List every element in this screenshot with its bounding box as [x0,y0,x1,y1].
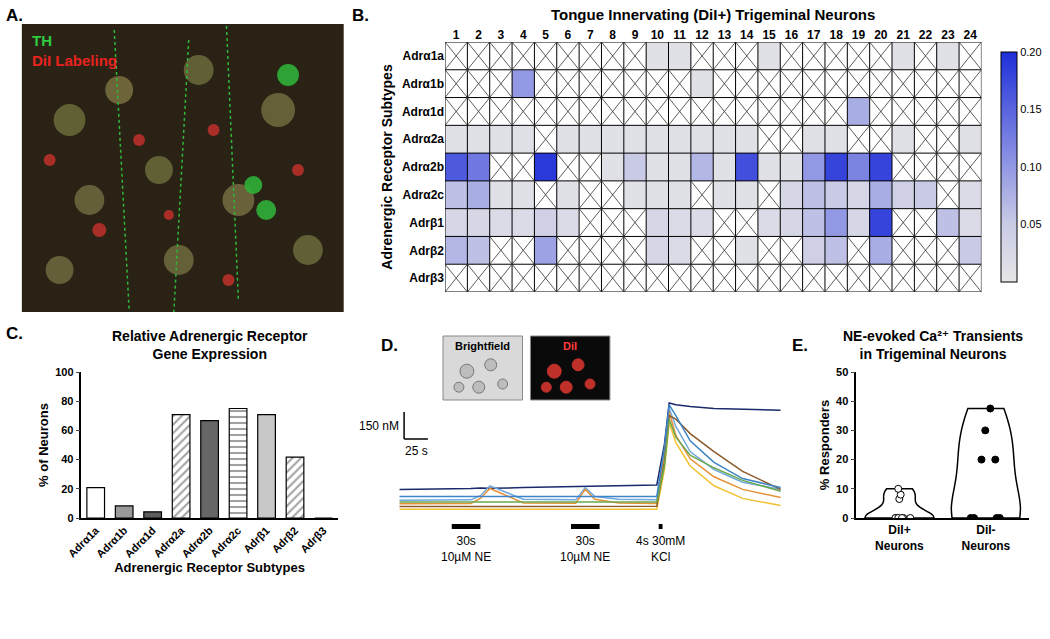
svg-text:Adrα1b: Adrα1b [402,77,444,91]
svg-text:Adrα2a: Adrα2a [403,132,445,146]
svg-text:24: 24 [964,28,978,42]
svg-text:Adrα2b: Adrα2b [402,160,444,174]
svg-text:20: 20 [61,483,73,495]
svg-text:Adrenergic Receptor Subtypes: Adrenergic Receptor Subtypes [114,560,305,575]
svg-text:Adrα1a: Adrα1a [66,524,102,560]
svg-text:% of Neurons: % of Neurons [36,403,51,487]
svg-text:17: 17 [807,28,821,42]
svg-text:Adrα1d: Adrα1d [402,105,444,119]
svg-text:B.: B. [352,6,369,25]
svg-text:C.: C. [6,324,23,343]
svg-text:Adrenergic Receptor Subtypes: Adrenergic Receptor Subtypes [379,64,395,270]
svg-text:15: 15 [762,28,776,42]
svg-text:Adrβ1: Adrβ1 [409,216,444,230]
svg-text:0.10: 0.10 [1020,161,1041,173]
svg-text:Adrβ2: Adrβ2 [409,244,444,258]
svg-text:3: 3 [498,28,505,42]
svg-text:14: 14 [740,28,754,42]
svg-text:Adrα2b: Adrα2b [179,524,215,560]
svg-text:Adrα2a: Adrα2a [151,524,187,560]
svg-text:13: 13 [718,28,732,42]
svg-text:Brightfield: Brightfield [455,340,510,352]
svg-text:DiI: DiI [563,340,577,352]
svg-text:Adrβ1: Adrβ1 [241,524,272,555]
svg-text:50: 50 [836,366,848,378]
svg-text:A.: A. [6,6,23,25]
svg-text:60: 60 [61,424,73,436]
svg-text:Adrα2c: Adrα2c [403,188,445,202]
svg-text:NE-evoked Ca²⁺ Transientsin Tr: NE-evoked Ca²⁺ Transientsin Trigeminal N… [843,328,1023,362]
svg-text:Adrα1b: Adrα1b [94,524,130,560]
svg-text:8: 8 [609,28,616,42]
svg-text:6: 6 [565,28,572,42]
svg-text:0.15: 0.15 [1020,103,1041,115]
svg-text:21: 21 [897,28,911,42]
svg-text:11: 11 [673,28,686,42]
svg-text:19: 19 [852,28,866,42]
svg-text:Adrβ3: Adrβ3 [409,271,444,285]
svg-text:2: 2 [475,28,482,42]
svg-text:Adrα1d: Adrα1d [122,524,158,560]
svg-text:Adrβ3: Adrβ3 [298,524,329,555]
svg-text:30: 30 [836,424,848,436]
svg-text:7: 7 [587,28,594,42]
svg-text:12: 12 [695,28,709,42]
svg-text:Adrα1a: Adrα1a [403,49,445,63]
svg-text:16: 16 [785,28,799,42]
svg-text:DiI+Neurons: DiI+Neurons [875,523,924,553]
svg-text:30s10µM NE: 30s10µM NE [441,534,491,564]
svg-text:E.: E. [792,336,808,355]
svg-text:20: 20 [836,453,848,465]
svg-text:4: 4 [520,28,527,42]
svg-text:0: 0 [842,512,848,524]
svg-text:10: 10 [836,483,848,495]
svg-text:80: 80 [61,395,73,407]
svg-text:Adrβ2: Adrβ2 [269,524,300,555]
svg-text:Adrα2c: Adrα2c [208,524,243,559]
svg-text:22: 22 [919,28,933,42]
svg-text:% Responders: % Responders [817,400,832,490]
svg-text:0: 0 [67,512,73,524]
svg-text:0.05: 0.05 [1020,218,1041,230]
svg-text:1: 1 [453,28,460,42]
svg-text:20: 20 [874,28,888,42]
svg-text:40: 40 [836,395,848,407]
svg-text:D.: D. [381,336,398,355]
svg-text:Tongue Innervating (DiI+) Trig: Tongue Innervating (DiI+) Trigeminal Neu… [551,6,875,23]
svg-text:23: 23 [941,28,955,42]
svg-text:DiI-Neurons: DiI-Neurons [962,523,1011,553]
svg-text:25 s: 25 s [405,444,428,458]
svg-text:4s 30mMKCl: 4s 30mMKCl [636,534,685,564]
svg-text:Relative Adrenergic ReceptorGe: Relative Adrenergic ReceptorGene Express… [112,328,308,362]
svg-text:30s10µM NE: 30s10µM NE [560,534,610,564]
svg-text:10: 10 [651,28,665,42]
svg-text:40: 40 [61,453,73,465]
svg-text:150 nM: 150 nM [359,419,399,433]
svg-text:DiI Labeling: DiI Labeling [32,52,117,69]
svg-text:0.20: 0.20 [1020,46,1041,58]
svg-text:5: 5 [542,28,549,42]
svg-text:TH: TH [32,32,52,49]
svg-text:9: 9 [632,28,639,42]
svg-text:100: 100 [55,366,73,378]
svg-text:18: 18 [829,28,843,42]
